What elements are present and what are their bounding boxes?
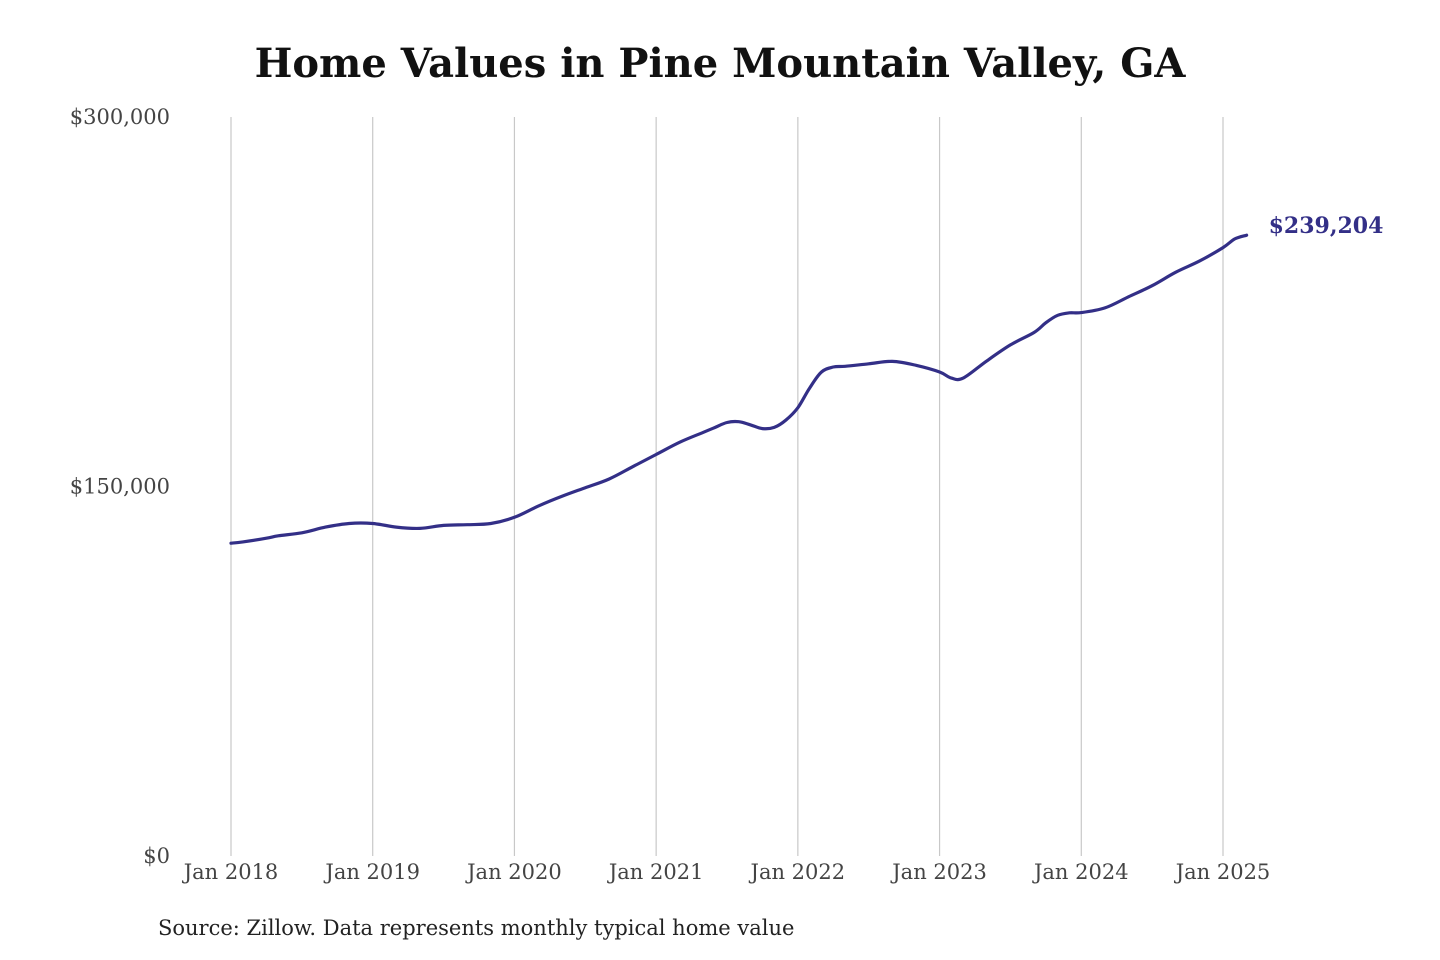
series-layer bbox=[229, 233, 1249, 545]
series-line bbox=[229, 233, 1249, 545]
y-tick-label: $300,000 bbox=[70, 105, 170, 129]
x-axis: Jan 2018 Jan 2019 Jan 2020 Jan 2021 Jan 2022… bbox=[182, 860, 1271, 884]
x-tick-label: Jan 2019 bbox=[323, 860, 420, 884]
x-tick-label: Jan 2018 bbox=[182, 860, 279, 884]
y-tick-label: $150,000 bbox=[70, 475, 170, 499]
x-tick-label: Jan 2022 bbox=[749, 860, 846, 884]
end-value-label: $239,204 bbox=[1269, 213, 1384, 239]
y-tick-label: $0 bbox=[143, 844, 170, 868]
x-tick-label: Jan 2021 bbox=[607, 860, 704, 884]
source-note: Source: Zillow. Data represents monthly … bbox=[158, 916, 795, 940]
chart-title: Home Values in Pine Mountain Valley, GA bbox=[254, 40, 1186, 87]
x-tick-label: Jan 2020 bbox=[465, 860, 562, 884]
annotation-layer: $239,204 bbox=[1269, 213, 1384, 239]
x-tick-label: Jan 2024 bbox=[1032, 860, 1129, 884]
x-tick-label: Jan 2023 bbox=[890, 860, 987, 884]
vertical-gridlines bbox=[230, 117, 1224, 856]
x-tick-label: Jan 2025 bbox=[1174, 860, 1271, 884]
y-axis: $0 $150,000 $300,000 bbox=[70, 105, 170, 868]
